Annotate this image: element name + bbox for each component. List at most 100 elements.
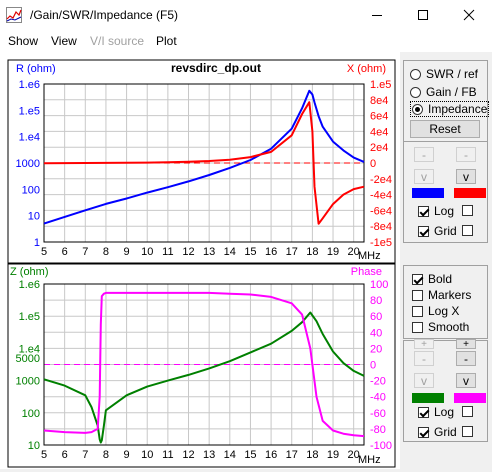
top-right-color-swatch[interactable]	[454, 188, 486, 198]
logx-label: Log X	[428, 304, 460, 318]
radio-gain-label: Gain / FB	[426, 85, 477, 99]
bottom-x-tick-label: 11	[162, 449, 173, 461]
top-grid-label: Grid	[434, 224, 457, 238]
bottom-right-tick-label: -40	[370, 392, 386, 404]
top-right-scale-minus-button[interactable]: -	[456, 147, 476, 162]
top-right-scale-v-button[interactable]: v	[456, 169, 476, 184]
bottom-right-color-swatch[interactable]	[454, 393, 486, 403]
top-right-log-checkbox[interactable]	[462, 205, 473, 216]
top-right-tick-label: 8e4	[370, 95, 388, 107]
top-series-0-line	[43, 89, 365, 225]
maximize-button[interactable]	[400, 0, 446, 30]
radio-gain-circle[interactable]	[410, 86, 421, 98]
bottom-grid-label: Grid	[434, 425, 457, 439]
radio-impedance-label: Impedance	[428, 102, 488, 116]
smooth-check-box[interactable]	[412, 321, 423, 333]
bottom-left-scale-v-button[interactable]: v	[414, 373, 434, 388]
bottom-x-tick-label: 10	[141, 449, 153, 461]
top-right-tick-label: 6e4	[370, 111, 388, 123]
bottom-left-scale-plus-button[interactable]: +	[414, 339, 434, 350]
bottom-series-1-line	[43, 291, 365, 438]
radio-impedance-circle[interactable]	[412, 103, 423, 115]
bottom-series-0-line	[43, 311, 365, 444]
plot-area: 5 6 7 8 9 10 11 12 13 14 15 16 17 18 19 20 1.e5 8e4 6e4 4e4…	[0, 52, 400, 469]
close-icon	[463, 9, 475, 21]
top-x-tick-label: 18	[306, 246, 318, 258]
logx-checkbox[interactable]: Log X	[412, 304, 459, 318]
bold-checkbox[interactable]: Bold	[412, 272, 452, 286]
bottom-right-scale-plus-button[interactable]: +	[456, 339, 476, 350]
bottom-right-scale-v-button[interactable]: v	[456, 373, 476, 388]
bottom-x-tick-label: 6	[62, 449, 68, 461]
bottom-grid-check-box[interactable]	[418, 426, 429, 438]
title-bar: /Gain/SWR/Impedance (F5)	[0, 0, 492, 30]
close-button[interactable]	[446, 0, 492, 30]
top-left-scale-v-button[interactable]: v	[414, 169, 434, 184]
bottom-log-check-box[interactable]	[418, 406, 429, 418]
bottom-x-tick-label: 16	[265, 449, 277, 461]
menu-vi-source[interactable]: V/I source	[90, 34, 145, 48]
bottom-log-label: Log	[434, 405, 455, 419]
bottom-right-axis-label: Phase	[351, 266, 382, 278]
minimize-icon	[372, 15, 382, 16]
top-left-tick-label: 1	[34, 237, 40, 249]
markers-checkbox[interactable]: Markers	[412, 288, 471, 302]
menu-view[interactable]: View	[51, 34, 77, 48]
bold-label: Bold	[428, 272, 453, 286]
top-right-tick-label: -6e4	[370, 205, 392, 217]
bottom-left-scale-minus-button[interactable]: -	[414, 351, 434, 366]
top-log-check-box[interactable]	[418, 205, 429, 217]
markers-check-box[interactable]	[412, 289, 423, 301]
plots-canvas: 5 6 7 8 9 10 11 12 13 14 15 16 17 18 19 201.e58e46e44e4…	[7, 59, 396, 468]
top-x-unit: MHz	[358, 250, 381, 262]
top-grid-check-box[interactable]	[418, 225, 429, 237]
top-left-tick-label: 100	[22, 184, 40, 196]
top-right-tick-label: 4e4	[370, 126, 388, 138]
radio-swr[interactable]: SWR / ref	[410, 67, 478, 81]
bottom-left-tick-label: 100	[22, 408, 40, 420]
top-series-1-line	[43, 101, 365, 225]
mode-panel: SWR / ref Gain / FB Impedance Reset	[403, 60, 490, 142]
top-x-tick-label: 5	[41, 246, 47, 258]
top-log-checkbox[interactable]: Log	[418, 204, 454, 218]
bottom-x-tick-label: 18	[306, 449, 318, 461]
bottom-left-axis-label: Z (ohm)	[10, 266, 49, 278]
top-right-tick-label: -1e5	[370, 237, 392, 249]
bottom-grid-checkbox[interactable]: Grid	[418, 425, 457, 439]
bottom-right-log-checkbox[interactable]	[462, 406, 473, 417]
menu-show[interactable]: Show	[8, 34, 39, 48]
menu-plot[interactable]: Plot	[156, 34, 177, 48]
bottom-right-tick-label: 40	[370, 327, 382, 339]
minimize-button[interactable]	[354, 0, 400, 30]
bottom-right-tick-label: 100	[370, 279, 388, 291]
bottom-left-color-swatch[interactable]	[412, 393, 444, 403]
bottom-left-tick-label: 1.e5	[19, 311, 40, 323]
bottom-chart-frame	[7, 263, 396, 468]
markers-label: Markers	[428, 288, 472, 302]
top-left-scale-minus-button[interactable]: -	[414, 147, 434, 162]
smooth-checkbox[interactable]: Smooth	[412, 320, 469, 334]
bold-check-box[interactable]	[412, 273, 423, 285]
radio-swr-circle[interactable]	[410, 68, 421, 80]
top-grid-checkbox[interactable]: Grid	[418, 224, 457, 238]
top-x-tick-label: 15	[244, 246, 256, 258]
bottom-right-grid-checkbox[interactable]	[462, 426, 473, 437]
top-x-tick-label: 12	[182, 246, 194, 258]
top-x-tick-label: 19	[327, 246, 339, 258]
smooth-label: Smooth	[428, 320, 470, 334]
top-right-tick-label: -2e4	[370, 174, 392, 186]
bottom-x-tick-label: 8	[103, 449, 109, 461]
bottom-x-tick-label: 19	[327, 449, 339, 461]
bottom-left-tick-label: 1.e4	[19, 343, 40, 355]
reset-button[interactable]: Reset	[410, 120, 480, 138]
radio-gain[interactable]: Gain / FB	[410, 85, 477, 99]
radio-impedance[interactable]: Impedance	[410, 101, 490, 117]
bottom-right-scale-minus-button[interactable]: -	[456, 351, 476, 366]
top-right-grid-checkbox[interactable]	[462, 225, 473, 236]
top-right-axis-label: X (ohm)	[347, 63, 386, 75]
bottom-log-checkbox[interactable]: Log	[418, 405, 454, 419]
top-left-color-swatch[interactable]	[412, 188, 444, 198]
bottom-x-tick-label: 9	[124, 449, 130, 461]
top-axis-controls: - - v v Log Grid	[403, 141, 488, 243]
logx-check-box[interactable]	[412, 305, 423, 317]
